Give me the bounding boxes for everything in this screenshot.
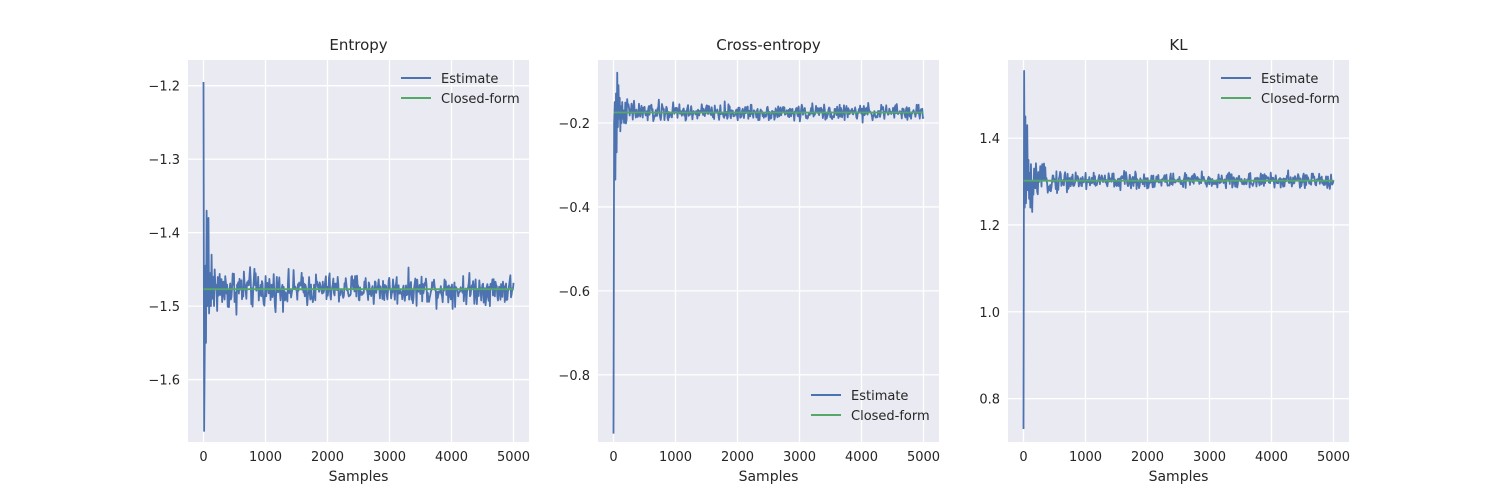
x-tick-label: 0 [1019, 450, 1027, 465]
chart-1: 0 1000 2000 3000 4000 5000 −1.6 −1.5 −1.4 −1.3 −1.… [148, 36, 530, 485]
x-axis-label: Samples [1149, 469, 1209, 485]
y-tick-label: 1.0 [979, 306, 1000, 321]
y-tick-label: −0.6 [558, 285, 590, 300]
x-tick-label: 4000 [845, 450, 878, 465]
x-tick-label: 2000 [721, 450, 754, 465]
legend-label: Estimate [441, 72, 498, 87]
x-tick-label: 4000 [1255, 450, 1288, 465]
y-tick-label: −1.3 [148, 153, 180, 168]
y-tick-label: 1.2 [979, 219, 1000, 234]
x-tick-label: 4000 [435, 450, 468, 465]
x-tick-label: 0 [199, 450, 207, 465]
x-tick-label: 1000 [1069, 450, 1102, 465]
legend-label: Closed-form [441, 92, 520, 107]
y-tick-label: −1.4 [148, 227, 180, 242]
legend-label: Estimate [1261, 72, 1318, 87]
legend-label: Closed-form [1261, 92, 1340, 107]
x-tick-label: 2000 [311, 450, 344, 465]
y-tick-label: −1.6 [148, 374, 180, 389]
legend: Estimate Closed-form [401, 72, 520, 107]
x-tick-label: 3000 [373, 450, 406, 465]
y-tick-label: −1.2 [148, 80, 180, 95]
x-axis-label: Samples [739, 469, 799, 485]
chart-title: Entropy [329, 36, 387, 54]
chart-title: Cross-entropy [716, 36, 821, 54]
chart-2: 0 1000 2000 3000 4000 5000 −0.8 −0.6 −0.4 −0.2 Cro… [558, 36, 940, 485]
plot-area [1008, 60, 1349, 442]
plot-area [188, 60, 529, 442]
x-tick-label: 0 [609, 450, 617, 465]
series-line-estimate [612, 71, 925, 434]
y-tick-label: −1.5 [148, 300, 180, 315]
chart-3: 0 1000 2000 3000 4000 5000 0.8 1.0 1.2 1.4 KL Sampl… [979, 36, 1350, 485]
x-axis-label: Samples [329, 469, 389, 485]
x-tick-label: 5000 [497, 450, 530, 465]
x-tick-label: 5000 [907, 450, 940, 465]
series-line-estimate [202, 82, 515, 432]
legend-label: Closed-form [851, 409, 930, 424]
x-tick-label: 3000 [1193, 450, 1226, 465]
legend: Estimate Closed-form [1221, 72, 1340, 107]
legend-label: Estimate [851, 389, 908, 404]
chart-title: KL [1169, 36, 1188, 54]
y-tick-label: −0.2 [558, 117, 590, 132]
y-tick-label: 0.8 [979, 393, 1000, 408]
y-tick-label: −0.4 [558, 201, 590, 216]
plot-area [598, 60, 939, 442]
x-tick-label: 1000 [659, 450, 692, 465]
x-tick-label: 3000 [783, 450, 816, 465]
x-tick-label: 2000 [1131, 450, 1164, 465]
y-tick-label: 1.4 [979, 132, 1000, 147]
x-tick-label: 5000 [1317, 450, 1350, 465]
legend: Estimate Closed-form [811, 389, 930, 424]
x-tick-label: 1000 [249, 450, 282, 465]
y-tick-label: −0.8 [558, 369, 590, 384]
